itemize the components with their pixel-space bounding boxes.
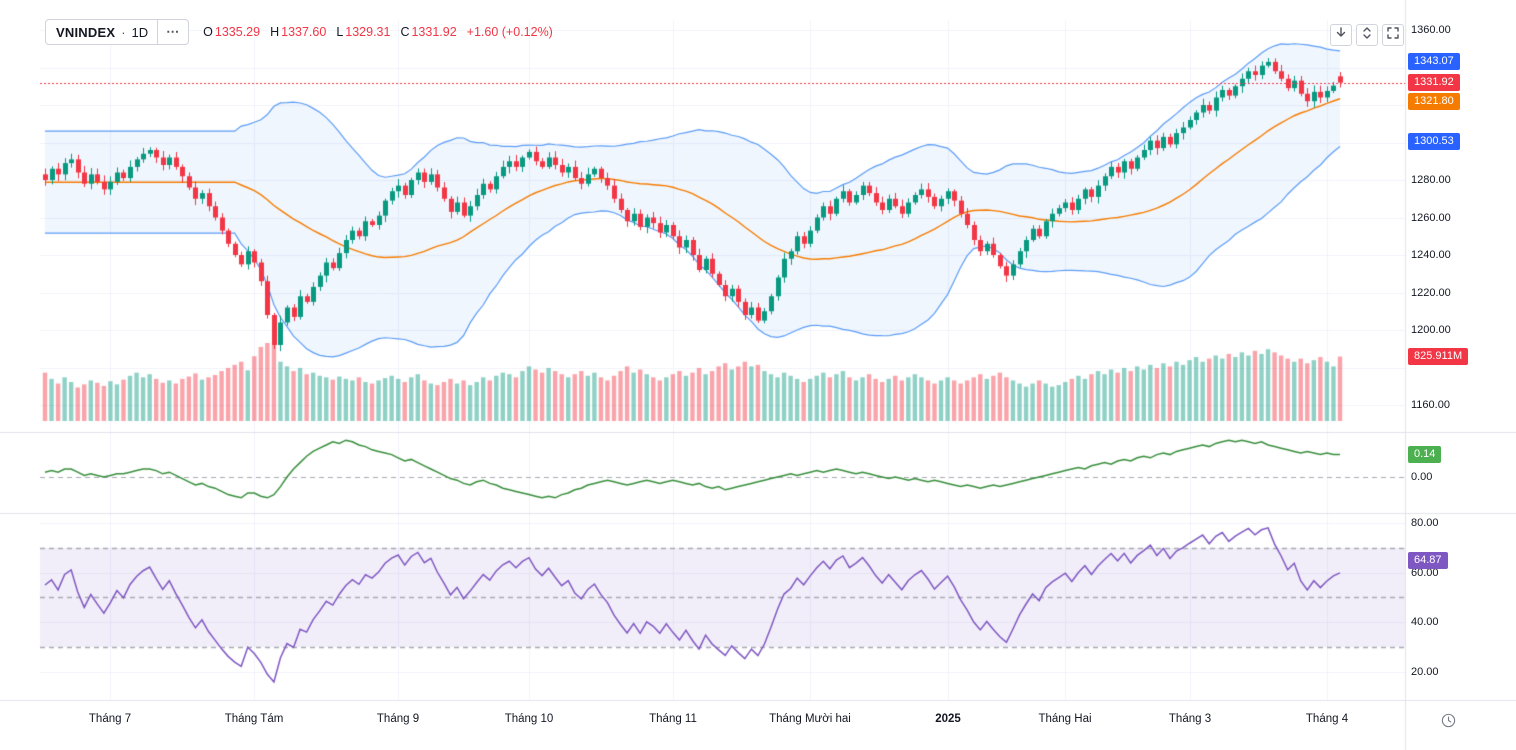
rsi-badge: 64.87 <box>1408 552 1448 570</box>
ohlc-low: L 1329.31 <box>336 25 391 39</box>
expand-panes-icon <box>1360 26 1374 45</box>
legend-separator: · <box>121 24 126 40</box>
last-price-badge: 1331.92 <box>1408 74 1460 92</box>
chart-toolbar <box>1330 24 1404 46</box>
time-axis-label: Tháng 10 <box>504 713 554 725</box>
arrow-down-icon <box>1334 26 1348 45</box>
bb-upper-badge: 1343.07 <box>1408 53 1460 71</box>
time-axis-label: 2025 <box>935 713 961 725</box>
symbol-name[interactable]: VNINDEX <box>56 24 116 40</box>
fullscreen-icon <box>1386 26 1400 45</box>
symbol-pill[interactable]: VNINDEX · 1D ⋯ <box>45 19 190 45</box>
time-axis-label: Tháng 11 <box>649 713 697 725</box>
interval-label[interactable]: 1D <box>131 24 149 40</box>
timezone-clock-button[interactable] <box>1437 712 1459 734</box>
time-axis-label: Tháng 3 <box>1168 713 1212 725</box>
ohlc-close: C 1331.92 <box>400 25 457 39</box>
volume-badge: 825.911M <box>1408 348 1469 366</box>
time-axis-label: Tháng 7 <box>88 713 132 725</box>
legend-more-button[interactable]: ⋯ <box>157 20 188 44</box>
rsi-axis-tick: 80.00 <box>1411 517 1439 529</box>
fullscreen-button[interactable] <box>1382 24 1404 46</box>
bb-middle-badge: 1321.80 <box>1408 93 1460 111</box>
time-axis-label: Tháng Mười hai <box>769 713 851 725</box>
bb-lower-badge: 1300.53 <box>1408 133 1460 150</box>
oscillator-axis-tick: 0.00 <box>1411 471 1433 483</box>
price-axis-tick: 1240.00 <box>1411 249 1451 261</box>
clock-icon <box>1440 712 1457 734</box>
rsi-axis-tick: 20.00 <box>1411 665 1439 678</box>
price-axis-tick: 1200.00 <box>1411 324 1451 336</box>
price-axis-tick: 1220.00 <box>1411 286 1451 299</box>
price-axis-tick: 1280.00 <box>1411 174 1451 186</box>
oscillator-badge: 0.14 <box>1408 446 1442 464</box>
maximize-pane-button[interactable] <box>1356 24 1378 46</box>
rsi-axis-tick: 40.00 <box>1411 616 1439 629</box>
price-axis-tick: 1360.00 <box>1411 24 1451 36</box>
time-axis-label: Tháng 4 <box>1305 713 1349 725</box>
ohlc-high: H 1337.60 <box>270 25 327 39</box>
price-axis-tick: 1160.00 <box>1411 399 1450 411</box>
time-axis-label: Tháng 9 <box>376 713 420 725</box>
time-axis-label: Tháng Tám <box>224 713 284 725</box>
symbol-legend: VNINDEX · 1D ⋯ O 1335.29 H 1337.60 L 1329.3… <box>45 19 553 45</box>
time-axis[interactable]: Tháng 7 Tháng Tám Tháng 9 Tháng 10 Tháng 11 T… <box>0 700 1405 750</box>
ohlc-open: O 1335.29 <box>203 25 261 39</box>
scroll-to-latest-button[interactable] <box>1330 24 1352 46</box>
time-axis-label: Tháng Hai <box>1038 713 1092 725</box>
ohlc-values: O 1335.29 H 1337.60 L 1329.31 C 1331.92 +1.6… <box>203 25 553 39</box>
change-value: +1.60 (+0.12%) <box>466 25 553 39</box>
price-axis-tick: 1260.00 <box>1411 211 1451 224</box>
rsi-axis-tick: 60.00 <box>1411 566 1439 579</box>
